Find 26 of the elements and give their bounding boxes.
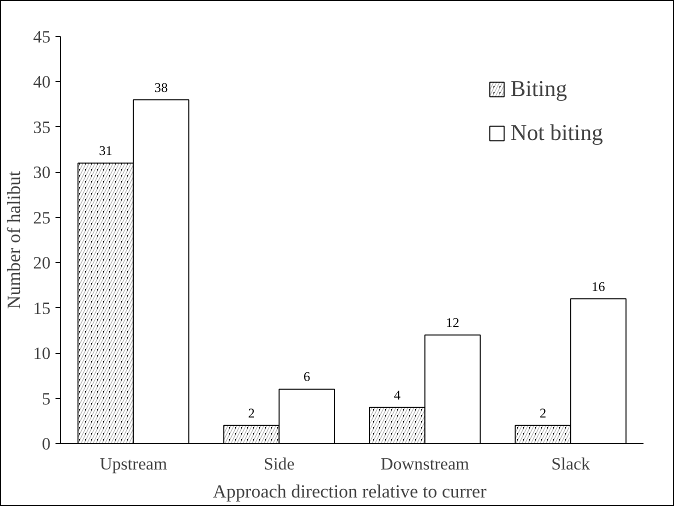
x-tick-label: Upstream <box>100 454 168 474</box>
data-label: 38 <box>154 80 168 95</box>
y-tick-label: 10 <box>33 344 50 364</box>
x-tick-label: Downstream <box>380 454 470 474</box>
y-tick-label: 40 <box>33 72 50 92</box>
legend-label: Biting <box>510 76 568 102</box>
legend-label: Not biting <box>510 120 603 146</box>
data-label: 2 <box>540 405 546 420</box>
y-tick-label: 20 <box>33 254 50 273</box>
y-tick-label: 30 <box>33 163 50 182</box>
data-label: 12 <box>446 314 460 330</box>
y-tick-label: 0 <box>42 434 51 454</box>
y-tick-label: 45 <box>33 28 50 46</box>
y-tick-label: 25 <box>33 208 50 228</box>
data-label: 6 <box>303 369 310 384</box>
y-tick-label: 35 <box>33 118 50 137</box>
data-label: 16 <box>592 278 606 294</box>
x-tick-label: Slack <box>551 454 590 474</box>
data-label: 31 <box>99 143 112 158</box>
data-label: 2 <box>248 405 255 420</box>
y-tick-label: 15 <box>33 298 50 318</box>
x-axis-title: Approach direction relative to currer <box>212 482 488 502</box>
y-tick-label: 5 <box>42 389 51 408</box>
y-axis-title: Number of halibut <box>4 170 26 309</box>
data-label: 4 <box>394 387 401 402</box>
x-tick-label: Side <box>264 454 295 474</box>
